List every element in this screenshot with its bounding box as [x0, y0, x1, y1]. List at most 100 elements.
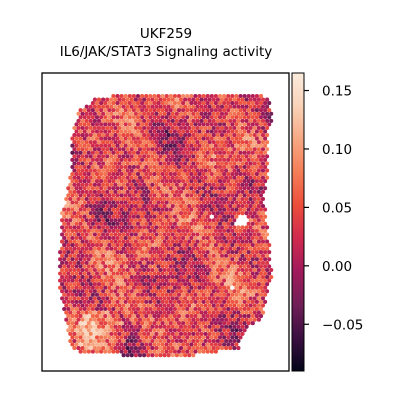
tissue-spot: [252, 218, 257, 223]
tissue-spot: [123, 285, 128, 290]
tissue-spot: [121, 104, 126, 109]
tissue-spot: [226, 271, 231, 276]
tissue-spot: [103, 186, 108, 191]
tissue-spot: [197, 164, 202, 170]
tissue-spot: [244, 296, 249, 301]
tissue-spot: [113, 296, 118, 301]
tissue-spot: [90, 108, 95, 113]
tissue-spot: [111, 299, 116, 304]
tissue-spot: [127, 314, 132, 319]
tissue-spot: [105, 189, 110, 194]
tissue-spot: [115, 278, 120, 283]
tissue-spot: [137, 260, 143, 265]
tissue-spot: [121, 125, 126, 131]
tissue-spot: [217, 292, 223, 297]
tissue-spot: [101, 161, 106, 166]
tissue-spot: [246, 193, 251, 198]
tissue-spot: [199, 104, 204, 109]
tissue-spot: [162, 346, 167, 351]
tissue-spot: [174, 253, 179, 258]
tissue-spot: [211, 289, 216, 294]
tissue-spot: [236, 324, 241, 329]
tissue-spot: [76, 182, 81, 187]
tissue-spot: [70, 221, 75, 226]
tissue-spot: [123, 122, 128, 127]
tissue-spot: [252, 196, 257, 202]
tissue-spot: [105, 104, 110, 109]
tissue-spot: [84, 218, 89, 223]
tissue-spot: [181, 164, 186, 170]
tissue-spot: [88, 253, 93, 258]
tissue-spot: [219, 317, 225, 322]
tissue-spot: [119, 235, 124, 241]
tissue-spot: [215, 253, 220, 258]
tissue-spot: [189, 335, 194, 340]
tissue-spot: [148, 101, 153, 106]
tissue-spot: [107, 292, 112, 297]
tissue-spot: [197, 101, 202, 106]
tissue-spot: [140, 101, 145, 106]
tissue-spot: [230, 207, 235, 212]
tissue-spot: [129, 211, 134, 216]
tissue-spot: [162, 353, 167, 358]
tissue-spot: [213, 115, 218, 120]
tissue-spot: [170, 182, 175, 187]
tissue-spot: [207, 338, 212, 344]
tissue-spot: [142, 267, 147, 273]
tissue-spot: [84, 204, 89, 209]
tissue-spot: [119, 207, 124, 212]
tissue-spot: [260, 140, 266, 145]
tissue-spot: [127, 264, 132, 269]
tissue-spot: [170, 133, 175, 138]
tissue-spot: [197, 306, 202, 312]
tissue-spot: [137, 189, 143, 194]
tissue-spot: [211, 260, 216, 265]
tissue-spot: [92, 239, 97, 244]
tissue-spot: [213, 186, 218, 191]
tissue-spot: [121, 296, 126, 301]
tissue-spot: [250, 129, 255, 134]
tissue-spot: [191, 239, 196, 244]
tissue-spot: [160, 115, 165, 120]
tissue-spot: [88, 282, 93, 287]
tissue-spot: [199, 267, 204, 273]
tissue-spot: [170, 97, 175, 102]
tissue-spot: [103, 285, 108, 290]
tissue-spot: [224, 147, 229, 152]
tissue-spot: [230, 108, 235, 113]
tissue-spot: [242, 186, 247, 191]
tissue-spot: [105, 168, 110, 173]
tissue-spot: [62, 257, 67, 262]
tissue-spot: [142, 182, 147, 187]
tissue-spot: [127, 122, 132, 127]
tissue-spot: [191, 218, 196, 223]
tissue-spot: [135, 250, 141, 255]
tissue-spot: [230, 257, 235, 262]
tissue-spot: [111, 335, 116, 340]
tissue-spot: [142, 353, 147, 358]
tissue-spot: [252, 317, 257, 322]
tissue-spot: [178, 225, 184, 230]
tissue-spot: [168, 214, 173, 219]
tissue-spot: [193, 349, 198, 354]
tissue-spot: [131, 200, 136, 205]
tissue-spot: [68, 317, 73, 322]
tissue-spot: [113, 189, 118, 194]
tissue-spot: [185, 93, 190, 99]
tissue-spot: [172, 214, 177, 219]
tissue-spot: [133, 267, 138, 273]
tissue-spot: [90, 214, 95, 219]
tissue-spot: [195, 296, 200, 301]
tissue-spot: [121, 275, 126, 280]
tissue-spot: [240, 260, 245, 265]
tissue-spot: [172, 136, 177, 141]
tissue-spot: [101, 225, 106, 230]
tissue-spot: [205, 143, 210, 148]
tissue-spot: [203, 147, 208, 152]
tissue-spot: [135, 101, 141, 106]
tissue-spot: [258, 235, 264, 241]
tissue-spot: [150, 303, 155, 308]
tissue-spot: [142, 189, 147, 194]
tissue-spot: [222, 328, 227, 333]
tissue-spot: [181, 143, 186, 148]
